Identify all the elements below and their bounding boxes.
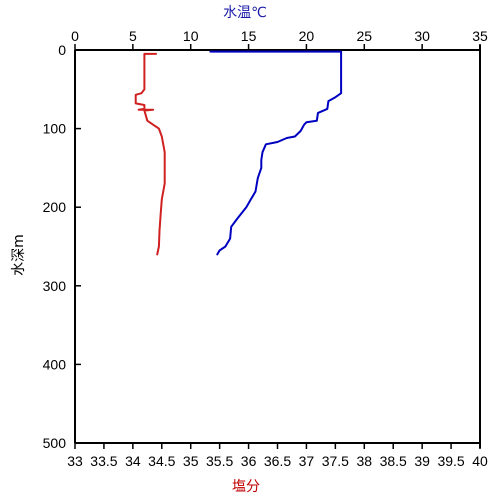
bottom-axis-tick-label: 39.5 <box>437 453 464 469</box>
top-axis-tick-label: 0 <box>71 28 79 44</box>
top-axis-tick-label: 20 <box>299 28 315 44</box>
bottom-axis-tick-label: 36 <box>241 453 257 469</box>
bottom-axis-tick-label: 33 <box>67 453 83 469</box>
bottom-axis-tick-label: 38.5 <box>380 453 407 469</box>
bottom-axis-tick-label: 40 <box>472 453 488 469</box>
plot-frame <box>74 45 481 448</box>
tick-marks <box>74 44 481 449</box>
bottom-axis-tick-label: 36.5 <box>264 453 291 469</box>
top-axis-tick-label: 35 <box>472 28 488 44</box>
salinity-line <box>134 52 166 256</box>
bottom-axis-tick-label: 34 <box>125 453 141 469</box>
top-axis-tick-label: 5 <box>129 28 137 44</box>
series-lines <box>134 50 343 256</box>
bottom-axis-tick-label: 34.5 <box>148 453 175 469</box>
top-axis-tick-label: 15 <box>241 28 257 44</box>
top-axis-title: 水温℃ <box>223 5 267 21</box>
y-axis-tick-label: 500 <box>43 435 67 451</box>
bottom-axis-title: 塩分 <box>232 479 260 495</box>
y-axis-tick-label: 300 <box>43 278 67 294</box>
top-axis-tick-label: 30 <box>414 28 430 44</box>
bottom-axis-tick-label: 35.5 <box>206 453 233 469</box>
bottom-axis-tick-label: 38 <box>356 453 372 469</box>
y-axis-tick-label: 0 <box>58 42 66 58</box>
bottom-axis-tick-label: 37.5 <box>322 453 349 469</box>
temperature-line <box>209 50 343 256</box>
bottom-axis-tick-label: 35 <box>183 453 199 469</box>
bottom-axis-tick-label: 33.5 <box>90 453 117 469</box>
y-axis-tick-label: 200 <box>43 199 67 215</box>
bottom-axis-tick-label: 37 <box>299 453 315 469</box>
y-axis-title: 水深m <box>11 234 27 276</box>
tick-labels: 0 5 10 15 20 25 30 35 33 33.5 34 34.5 35 35.5 36 36.5 37… <box>43 28 488 469</box>
top-axis-tick-label: 10 <box>183 28 199 44</box>
y-axis-tick-label: 400 <box>43 356 67 372</box>
bottom-axis-tick-label: 39 <box>414 453 430 469</box>
y-axis-tick-label: 100 <box>43 121 67 137</box>
top-axis-tick-label: 25 <box>356 28 372 44</box>
